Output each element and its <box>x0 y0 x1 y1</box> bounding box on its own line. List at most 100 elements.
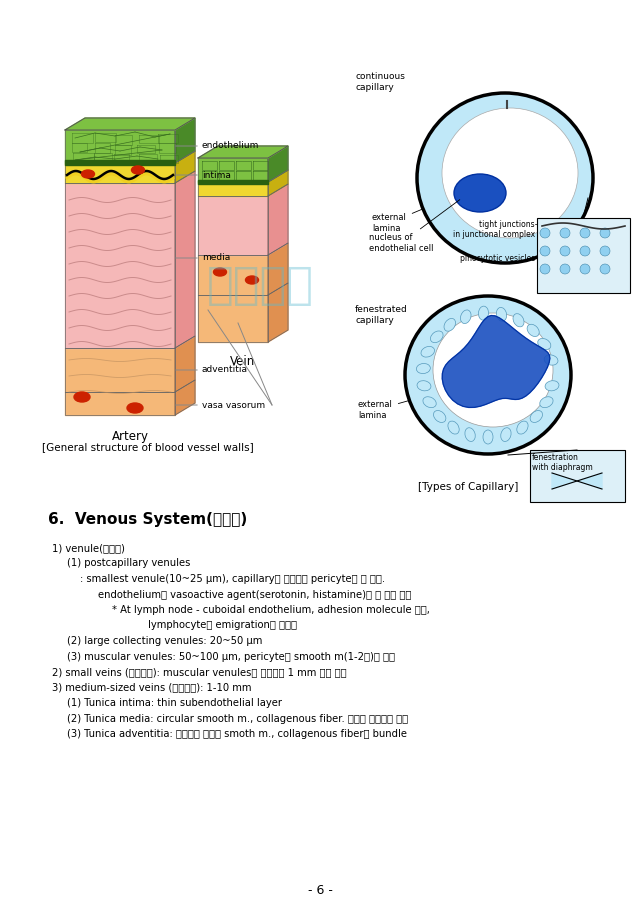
Text: adventitia: adventitia <box>202 366 248 375</box>
Ellipse shape <box>483 430 493 444</box>
Polygon shape <box>65 130 175 163</box>
Text: (3) Tunica adventitia: 종주으로 배열된 smoth m., collagenous fiber의 bundle: (3) Tunica adventitia: 종주으로 배열된 smoth m.… <box>67 729 407 739</box>
Polygon shape <box>198 196 268 255</box>
Text: 2) small veins (소형정맥): muscular venules에 유사하나 1 mm 까지 커짐: 2) small veins (소형정맥): muscular venules에… <box>52 667 347 677</box>
Polygon shape <box>65 160 175 165</box>
Ellipse shape <box>465 428 476 442</box>
Circle shape <box>540 264 550 274</box>
Text: [Types of Capillary]: [Types of Capillary] <box>418 482 518 492</box>
Ellipse shape <box>246 276 259 284</box>
Ellipse shape <box>517 421 528 434</box>
FancyBboxPatch shape <box>530 450 625 502</box>
Circle shape <box>560 228 570 238</box>
Text: : smallest venule(10~25 μm), capillary와 유사하나 pericyte가 더 많음.: : smallest venule(10~25 μm), capillary와 … <box>80 574 385 584</box>
Ellipse shape <box>530 411 543 423</box>
Text: lymphocyte의 emigration이 일어남: lymphocyte의 emigration이 일어남 <box>148 621 297 631</box>
Ellipse shape <box>545 381 559 391</box>
Polygon shape <box>175 380 195 415</box>
Ellipse shape <box>479 306 488 320</box>
Text: fenestration
with diaphragm: fenestration with diaphragm <box>532 453 593 472</box>
Polygon shape <box>198 158 268 182</box>
Ellipse shape <box>538 338 551 349</box>
Text: (3) muscular venules: 50~100 μm, pericyte가 smooth m(1-2층)로 전환: (3) muscular venules: 50~100 μm, pericyt… <box>67 652 395 662</box>
Text: Artery: Artery <box>111 430 148 443</box>
Ellipse shape <box>448 421 459 434</box>
Circle shape <box>600 246 610 256</box>
Text: in junctional complex: in junctional complex <box>453 230 535 239</box>
Polygon shape <box>552 473 602 489</box>
Polygon shape <box>268 243 288 295</box>
Polygon shape <box>268 146 288 182</box>
Ellipse shape <box>444 319 456 331</box>
Circle shape <box>540 228 550 238</box>
Polygon shape <box>175 336 195 392</box>
Polygon shape <box>198 255 268 295</box>
Text: - 6 -: - 6 - <box>308 884 332 897</box>
Text: nucleus of
endothelial cell: nucleus of endothelial cell <box>369 200 460 252</box>
Ellipse shape <box>417 364 430 374</box>
Polygon shape <box>175 171 195 348</box>
Text: endothelium: endothelium <box>202 141 259 150</box>
Text: 1) venule(소정맥): 1) venule(소정맥) <box>52 543 125 553</box>
Text: (1) Tunica intima: thin subendothelial layer: (1) Tunica intima: thin subendothelial l… <box>67 698 282 708</box>
FancyBboxPatch shape <box>537 218 630 293</box>
Circle shape <box>560 246 570 256</box>
Ellipse shape <box>461 310 471 323</box>
Polygon shape <box>198 180 268 184</box>
Text: * At lymph node - cuboidal endothelium, adhesion molecule 발현,: * At lymph node - cuboidal endothelium, … <box>112 605 430 615</box>
Ellipse shape <box>81 170 95 178</box>
Polygon shape <box>175 118 195 163</box>
Circle shape <box>540 246 550 256</box>
Polygon shape <box>198 182 268 196</box>
Circle shape <box>600 228 610 238</box>
Ellipse shape <box>418 94 592 262</box>
Ellipse shape <box>431 331 443 343</box>
Circle shape <box>580 264 590 274</box>
Text: fenestrated: fenestrated <box>355 305 408 314</box>
Text: 6.  Venous System(정맥계): 6. Venous System(정맥계) <box>48 512 247 527</box>
Text: Vein: Vein <box>230 355 255 368</box>
Polygon shape <box>65 163 175 183</box>
Polygon shape <box>198 295 268 342</box>
Polygon shape <box>65 348 175 392</box>
Text: tight junctions: tight junctions <box>479 220 535 229</box>
Ellipse shape <box>406 297 570 453</box>
Polygon shape <box>268 283 288 342</box>
Text: endothelium은 vasoactive agent(serotonin, histamine)의 수 기능 장소: endothelium은 vasoactive agent(serotonin,… <box>98 589 412 599</box>
Text: continuous: continuous <box>355 72 405 81</box>
Text: 미리보기: 미리보기 <box>207 263 314 307</box>
Text: media: media <box>202 253 230 262</box>
Ellipse shape <box>544 355 558 365</box>
Text: vasa vasorum: vasa vasorum <box>202 401 265 409</box>
Polygon shape <box>268 184 288 255</box>
Text: external
lamina: external lamina <box>372 209 422 233</box>
Ellipse shape <box>214 268 227 276</box>
Polygon shape <box>65 392 175 415</box>
Ellipse shape <box>127 403 143 413</box>
Polygon shape <box>198 146 288 158</box>
Circle shape <box>580 228 590 238</box>
Ellipse shape <box>513 314 524 327</box>
Circle shape <box>600 264 610 274</box>
Text: (2) large collecting venules: 20~50 μm: (2) large collecting venules: 20~50 μm <box>67 636 262 646</box>
Text: [General structure of blood vessel walls]: [General structure of blood vessel walls… <box>42 442 253 452</box>
Ellipse shape <box>417 381 431 391</box>
Ellipse shape <box>540 396 553 407</box>
Polygon shape <box>175 151 195 183</box>
Ellipse shape <box>527 324 540 337</box>
Text: external
lamina: external lamina <box>358 400 408 420</box>
Circle shape <box>580 246 590 256</box>
Polygon shape <box>65 183 175 348</box>
Ellipse shape <box>454 174 506 212</box>
Ellipse shape <box>131 166 145 174</box>
Text: pinocytotic vesicles: pinocytotic vesicles <box>460 254 535 263</box>
Circle shape <box>560 264 570 274</box>
Ellipse shape <box>433 313 553 427</box>
Text: intima: intima <box>202 170 231 179</box>
Text: capillary: capillary <box>355 316 394 325</box>
Ellipse shape <box>433 411 446 423</box>
Polygon shape <box>268 170 288 196</box>
Text: 3) medium-sized veins (중형정맥): 1-10 mm: 3) medium-sized veins (중형정맥): 1-10 mm <box>52 682 252 692</box>
Ellipse shape <box>74 392 90 402</box>
Ellipse shape <box>497 308 507 321</box>
